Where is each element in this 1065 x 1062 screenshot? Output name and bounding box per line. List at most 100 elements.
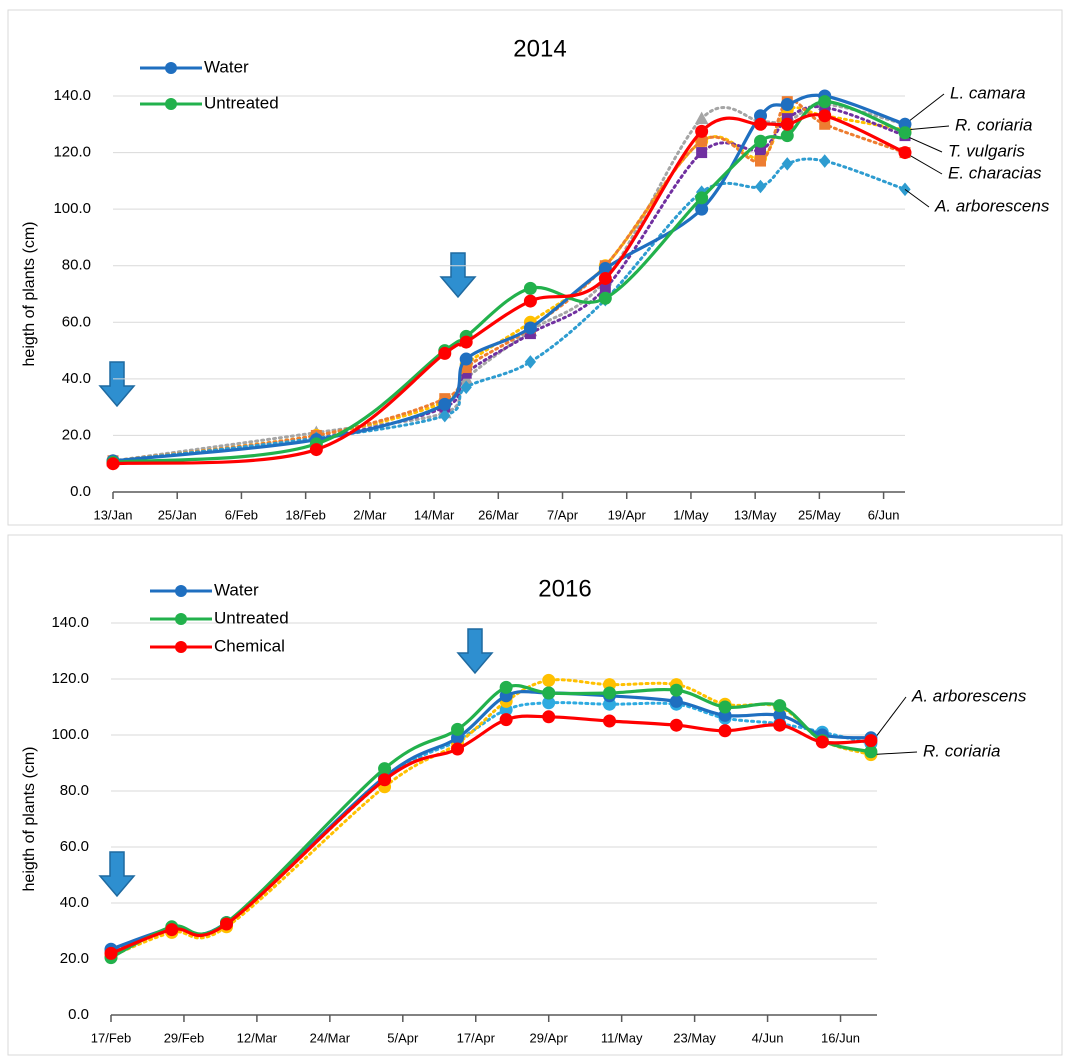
marker [603, 714, 617, 728]
marker [542, 710, 556, 724]
y-tick-label: 60.0 [62, 313, 91, 330]
annotation-leader [904, 93, 945, 125]
arrow [98, 361, 136, 408]
series-label: A. arborescens [934, 196, 1050, 215]
marker [438, 346, 452, 360]
x-tick-label: 13/May [734, 507, 777, 522]
series-label: E. characias [948, 163, 1042, 182]
marker [773, 718, 787, 732]
marker [523, 294, 537, 308]
x-tick-label: 24/Mar [310, 1030, 351, 1045]
marker [718, 724, 732, 738]
arrow [439, 252, 477, 299]
x-tick-label: 4/Jun [752, 1030, 784, 1045]
x-tick-label: 29/Apr [530, 1030, 569, 1045]
marker [780, 129, 794, 143]
y-tick-label: 20.0 [62, 426, 91, 443]
series-line [111, 99, 907, 463]
x-tick-label: 25/May [798, 507, 841, 522]
arrow [456, 628, 494, 675]
marker [438, 397, 452, 411]
marker [864, 734, 878, 748]
chart-title: 2014 [513, 35, 566, 62]
x-tick-label: 11/May [601, 1030, 643, 1045]
y-tick-label: 20.0 [60, 950, 89, 967]
legend-label: Untreated [204, 93, 279, 112]
x-tick-label: 7/Apr [547, 507, 579, 522]
marker [669, 694, 683, 708]
arrow [98, 851, 136, 898]
x-tick-label: 12/Mar [237, 1030, 278, 1045]
y-tick-label: 120.0 [53, 144, 91, 161]
marker [378, 762, 392, 776]
legend-label: Water [204, 57, 249, 76]
marker [459, 335, 473, 349]
marker [780, 97, 794, 111]
legend-marker [175, 641, 187, 653]
marker [499, 713, 513, 727]
annotation-leader [870, 751, 918, 756]
marker [106, 457, 120, 471]
x-tick-label: 23/May [673, 1030, 716, 1045]
marker [669, 683, 683, 697]
y-tick-label: 40.0 [62, 370, 91, 387]
chart-title: 2016 [538, 575, 591, 602]
x-tick-label: 2/Mar [353, 507, 387, 522]
series-label: R. coriaria [923, 741, 1000, 760]
series-line [111, 102, 907, 463]
y-tick-label: 60.0 [60, 838, 89, 855]
x-tick-label: 6/Jun [868, 507, 900, 522]
y-axis-label: heigth of plants (cm) [21, 747, 38, 892]
y-tick-label: 0.0 [68, 1006, 89, 1023]
marker [378, 773, 392, 787]
panel-frame [7, 534, 1063, 1056]
marker [598, 271, 612, 285]
marker [818, 109, 832, 123]
marker [451, 722, 465, 736]
x-tick-label: 1/May [673, 507, 709, 522]
legend-marker [165, 98, 177, 110]
x-tick-label: 29/Feb [164, 1030, 204, 1045]
x-tick-label: 17/Apr [457, 1030, 496, 1045]
series-line [111, 93, 907, 463]
y-tick-label: 100.0 [53, 200, 91, 217]
series-line [109, 701, 873, 953]
marker [696, 147, 708, 159]
marker [598, 291, 612, 305]
legend-label: Untreated [214, 608, 289, 627]
marker [542, 673, 556, 687]
series-label: L. camara [950, 83, 1026, 102]
marker [754, 117, 768, 131]
annotation-leader [904, 125, 950, 131]
marker [542, 686, 556, 700]
marker [669, 718, 683, 732]
marker [309, 443, 323, 457]
marker [754, 179, 767, 194]
y-tick-label: 120.0 [51, 670, 89, 687]
marker [815, 735, 829, 749]
marker [459, 352, 473, 366]
legend-marker [175, 613, 187, 625]
marker [499, 680, 513, 694]
y-tick-label: 100.0 [51, 726, 89, 743]
x-tick-label: 14/Mar [414, 507, 455, 522]
legend-label: Water [214, 580, 259, 599]
marker [694, 111, 709, 125]
marker [451, 742, 465, 756]
marker [755, 155, 767, 167]
marker [718, 700, 732, 714]
annotation-leader [904, 188, 930, 208]
marker [439, 408, 451, 423]
marker [819, 154, 831, 168]
x-tick-label: 16/Jun [821, 1030, 860, 1045]
marker [695, 124, 709, 138]
marker [165, 923, 179, 937]
marker [898, 126, 912, 140]
marker [695, 191, 709, 205]
y-tick-label: 0.0 [70, 483, 91, 500]
legend-label: Chemical [214, 636, 285, 655]
marker [524, 355, 537, 369]
series-label: T. vulgaris [948, 141, 1025, 160]
